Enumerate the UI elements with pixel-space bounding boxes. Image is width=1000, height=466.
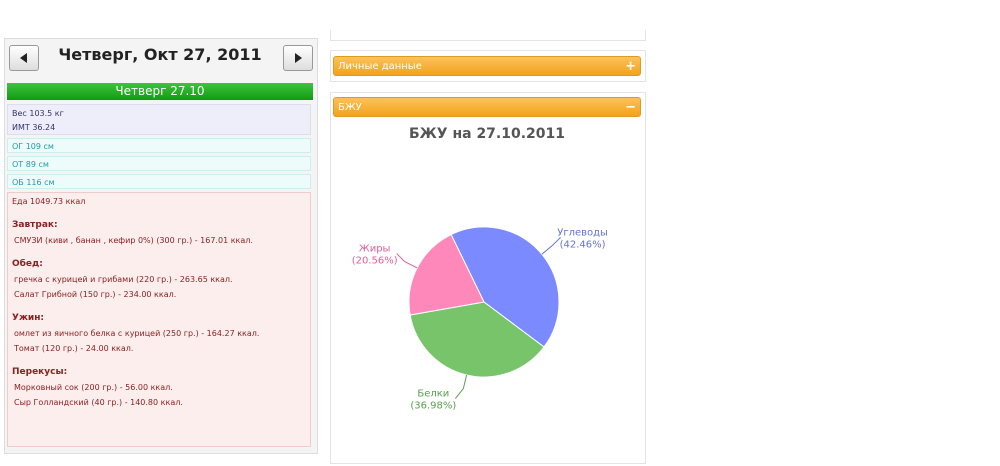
meal-name: Перекусы: <box>12 367 68 377</box>
pie-slice <box>409 301 545 378</box>
meal-item: омлет из яичного белка с курицей (250 гр… <box>14 329 260 338</box>
next-button[interactable] <box>283 45 313 71</box>
meal-name: Ужин: <box>12 313 45 323</box>
slice-label: Белки <box>417 389 449 400</box>
meal-name: Обед: <box>12 259 43 269</box>
measure: ОТ 89 см <box>7 156 311 171</box>
meal-item: СМУЗИ (киви , банан , кефир 0%) (300 гр.… <box>14 236 253 245</box>
leader-line <box>454 374 468 399</box>
day-header: Четверг 27.10 <box>7 83 313 100</box>
leader-line <box>541 236 561 255</box>
panel <box>330 30 646 41</box>
weight: Вес 103.5 кг <box>12 109 64 118</box>
prev-button[interactable] <box>9 45 39 71</box>
pie-chart: БЖУ на 27.10.2011 Углеводы(42.46%)Белки(… <box>352 126 608 412</box>
slice-label: Жиры <box>359 244 391 255</box>
bmi: ИМТ 36.24 <box>12 123 56 132</box>
measure: ОБ 116 см <box>7 174 311 189</box>
meal-item: Морковный сок (200 гр.) - 56.00 ккал. <box>14 383 173 392</box>
panel-title: Личные данные <box>338 61 422 72</box>
date-title: Четверг, Окт 27, 2011 <box>58 45 262 64</box>
panel <box>330 50 646 82</box>
expand-icon: + <box>625 59 636 74</box>
panel <box>330 92 646 464</box>
collapse-icon: − <box>625 100 636 115</box>
bju-panel-header[interactable]: БЖУ − <box>333 97 641 117</box>
panel-title: БЖУ <box>338 102 362 113</box>
meal-item: Сыр Голландский (40 гр.) - 140.80 ккал. <box>14 398 183 407</box>
chart-title: БЖУ на 27.10.2011 <box>409 126 565 142</box>
slice-value-label: (42.46%) <box>560 239 606 250</box>
leader-line <box>396 253 418 269</box>
day-panel: Четверг, Окт 27, 2011 Четверг 27.10 Вес … <box>4 38 318 454</box>
slice-value-label: (36.98%) <box>410 401 456 412</box>
body-stats: Вес 103.5 кг ИМТ 36.24 <box>7 104 311 135</box>
meal-item: Томат (120 гр.) - 24.00 ккал. <box>14 344 134 353</box>
food-list: Еда 1049.73 ккал Завтрак: СМУЗИ (киви , б… <box>7 192 311 447</box>
meal-item: гречка с курицей и грибами (220 гр.) - 2… <box>14 275 233 284</box>
meal-item: Салат Грибной (150 гр.) - 234.00 ккал. <box>14 290 177 299</box>
measure: ОГ 109 см <box>7 138 311 153</box>
slice-label: Углеводы <box>557 227 608 238</box>
slice-value-label: (20.56%) <box>352 256 398 267</box>
food-total: Еда 1049.73 ккал <box>12 197 86 206</box>
meal-name: Завтрак: <box>12 220 58 230</box>
personal-panel-header[interactable]: Личные данные + <box>333 56 641 76</box>
